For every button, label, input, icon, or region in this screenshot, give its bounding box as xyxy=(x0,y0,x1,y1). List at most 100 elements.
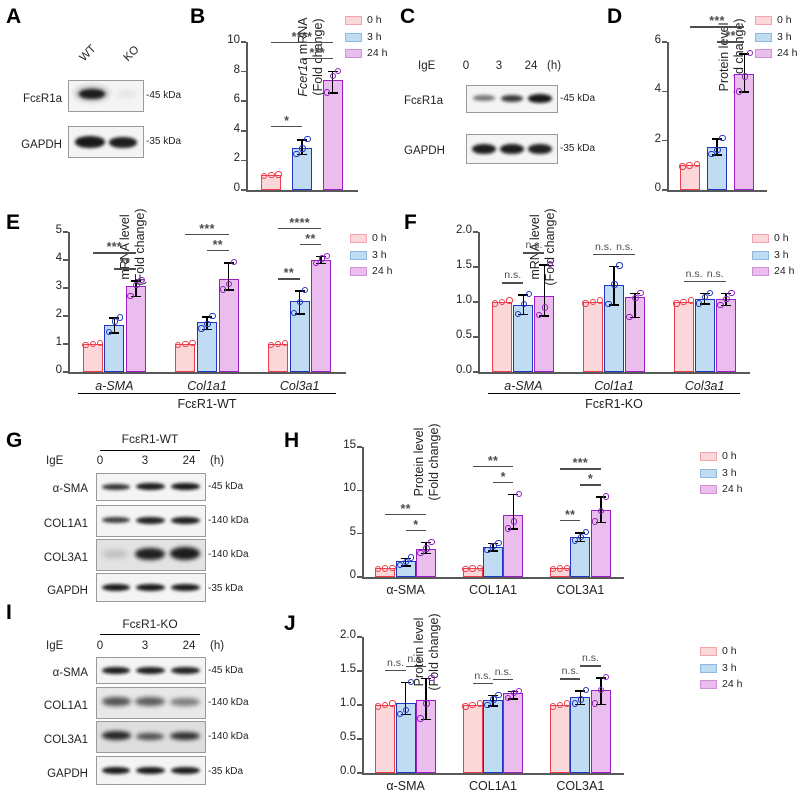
legend-swatch-icon xyxy=(755,16,772,25)
data-point xyxy=(428,538,435,546)
data-point xyxy=(525,291,533,298)
blot-kda-45-a: -45 kDa xyxy=(146,90,182,101)
data-point xyxy=(717,301,724,308)
error-bar xyxy=(331,70,334,93)
data-point xyxy=(728,289,735,297)
significance-label: ** xyxy=(725,29,736,44)
data-point xyxy=(89,340,96,348)
blot-kda-asma-g: -45 kDa xyxy=(208,481,244,492)
y-tick xyxy=(357,738,362,740)
data-point xyxy=(182,340,189,348)
blot-band-box-gapdh-c xyxy=(466,134,558,164)
blot-lane-3-g: 3 xyxy=(141,455,149,467)
x-axis xyxy=(246,190,358,192)
error-bar xyxy=(512,493,515,529)
blot-kda-col3a1-i: -140 kDa xyxy=(208,731,249,742)
error-bar xyxy=(113,317,116,333)
error-bar xyxy=(227,261,230,290)
y-tick-label: 5 xyxy=(55,224,62,236)
data-point xyxy=(556,701,564,709)
significance-label: * xyxy=(587,472,594,487)
y-tick xyxy=(662,41,667,43)
panel-e-group-label: FcεR1-WT xyxy=(177,397,237,411)
y-tick xyxy=(241,41,246,43)
legend-label: 24 h xyxy=(777,47,798,59)
data-point xyxy=(469,701,476,709)
bar-Col3a1-24h xyxy=(715,298,736,372)
blot-band-box-gapdh xyxy=(68,126,144,158)
blot-band-box-col3a1-i xyxy=(96,721,206,753)
significance-line xyxy=(523,252,545,254)
panel-letter-a: A xyxy=(6,5,22,28)
legend-label: 24 h xyxy=(774,265,795,277)
significance-line xyxy=(405,665,427,668)
blot-unit-i: (h) xyxy=(210,640,225,652)
legend-swatch-icon xyxy=(700,452,717,461)
y-tick xyxy=(357,489,362,492)
chart-panel-d: 0 2 4 6 Protein level (Fold change) ** *** xyxy=(655,14,767,194)
data-point xyxy=(514,310,522,318)
bar-a-SMA-0h xyxy=(492,302,513,372)
bar-Col1a1-0h xyxy=(175,344,196,372)
y-tick-label: 0.0 xyxy=(340,765,356,777)
data-point xyxy=(296,298,304,306)
significance-line xyxy=(472,682,493,685)
blot-lane-3-i: 3 xyxy=(141,640,149,652)
x-axis-category-label: Col1a1 xyxy=(187,379,227,393)
panel-letter-f: F xyxy=(404,211,417,234)
error-cap-top xyxy=(720,292,731,295)
significance-label: n.s. xyxy=(387,656,404,669)
blot-row-label-asma-g: α-SMA xyxy=(52,483,88,495)
significance-label: **** xyxy=(291,29,313,44)
blot-lane-3-c: 3 xyxy=(495,60,503,72)
data-point xyxy=(582,528,590,536)
data-point xyxy=(515,490,523,497)
panel-letter-h: H xyxy=(284,429,300,452)
x-axis-category-label: α-SMA xyxy=(386,583,425,597)
data-point xyxy=(389,564,396,572)
legend-label: 0 h xyxy=(774,232,789,244)
data-point xyxy=(469,565,476,572)
data-point xyxy=(490,696,497,703)
y-tick-label: 15 xyxy=(343,439,356,451)
y-tick-label: 1.0 xyxy=(340,697,356,709)
blot-lane-0-c: 0 xyxy=(462,60,470,72)
significance-line xyxy=(592,253,614,256)
legend-swatch-icon xyxy=(350,234,367,243)
blot-row-label-gapdh: GAPDH xyxy=(21,139,62,151)
significance-line xyxy=(559,678,581,680)
y-tick-label: 2 xyxy=(55,308,62,320)
y-tick-label: 0 xyxy=(349,569,356,581)
blot-ige-label-c: IgE xyxy=(418,60,436,72)
bar-Col1a1-24h xyxy=(218,279,239,372)
x-axis-category-label: Col1a1 xyxy=(594,379,634,393)
data-point xyxy=(632,294,639,301)
error-cap-top xyxy=(294,290,305,292)
legend-swatch-icon xyxy=(700,485,717,494)
data-point xyxy=(105,329,113,336)
error-bar xyxy=(543,264,546,316)
significance-line xyxy=(385,669,406,672)
data-point xyxy=(382,701,389,709)
legend-label: 24 h xyxy=(367,47,388,59)
blot-kda-gapdh-i: -35 kDa xyxy=(208,766,244,777)
significance-label: **** xyxy=(289,215,310,230)
data-point xyxy=(198,325,205,332)
y-tick-label: 1.0 xyxy=(456,294,472,306)
error-cap-bottom xyxy=(595,521,606,524)
bar-Col3a1-0h xyxy=(268,344,289,372)
significance-line xyxy=(493,678,514,681)
significance-line xyxy=(614,253,636,256)
bar-COL1A1-3h xyxy=(483,700,503,773)
x-axis-category-label: Col3a1 xyxy=(684,379,725,393)
significance-label: *** xyxy=(709,14,725,29)
blot-row-label-col3a1-g: COL3A1 xyxy=(43,552,88,564)
bar-a-SMA-0h xyxy=(82,344,103,372)
legend-label: 0 h xyxy=(722,645,737,657)
data-point xyxy=(592,518,599,525)
legend-swatch-icon xyxy=(755,32,772,42)
error-cap-top xyxy=(575,531,586,534)
data-point xyxy=(275,171,282,178)
data-point xyxy=(209,312,216,320)
blot-band-box-fcer1a-c xyxy=(466,85,558,113)
